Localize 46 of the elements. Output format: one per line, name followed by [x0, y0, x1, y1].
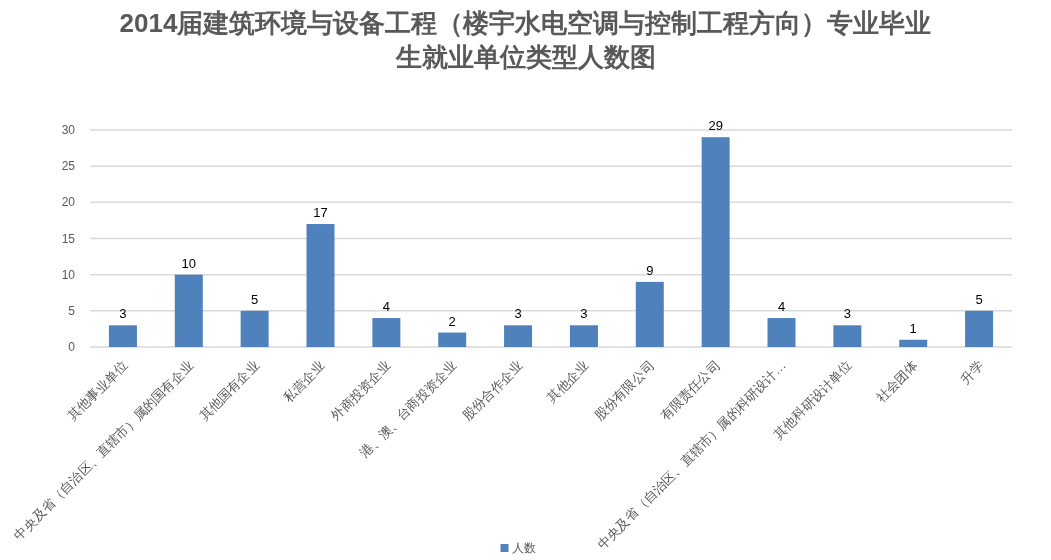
y-tick-label: 0: [68, 340, 76, 354]
data-label: 10: [181, 255, 197, 271]
y-tick-label: 10: [61, 267, 76, 282]
bar: [899, 339, 928, 347]
x-tick-label: 其他企业: [543, 357, 592, 406]
data-label: 9: [646, 262, 654, 278]
bar: [635, 281, 664, 347]
bar: [569, 325, 598, 347]
data-label: 1: [909, 320, 917, 336]
x-tick-label: 其他国有企业: [196, 357, 262, 424]
bar: [504, 325, 533, 347]
bar: [701, 137, 730, 347]
y-tick-label: 15: [61, 231, 76, 246]
y-tick-label: 20: [61, 195, 76, 210]
bar: [174, 274, 203, 347]
bar: [767, 318, 796, 347]
x-tick-label: 私营企业: [280, 357, 328, 406]
bar: [965, 310, 994, 347]
x-tick-label: 股份有限公司: [591, 357, 658, 424]
data-label: 2: [448, 313, 456, 329]
data-label: 3: [843, 306, 851, 322]
chart-title: 2014届建筑环境与设备工程（楼宇水电空调与控制工程方向）专业毕业生就业单位类型人数图: [119, 8, 932, 72]
data-label: 4: [382, 299, 390, 315]
bar: [108, 325, 137, 347]
bar: [833, 325, 862, 347]
x-tick-label: 外商投资企业: [327, 357, 394, 424]
data-label: 29: [708, 118, 723, 134]
y-tick-label: 25: [61, 159, 76, 174]
data-label: 5: [251, 291, 259, 307]
y-tick-label: 5: [68, 303, 76, 318]
data-label: 3: [119, 306, 127, 322]
data-label: 3: [514, 306, 522, 322]
x-tick-label: 升学: [957, 357, 987, 387]
bar: [438, 332, 467, 347]
x-tick-label: 股份合作企业: [459, 357, 526, 424]
bar: [306, 224, 335, 347]
bar: [240, 310, 269, 347]
x-tick-label: 社会团体: [873, 357, 921, 406]
bar: [372, 318, 401, 347]
x-tick-label: 其他事业单位: [64, 357, 131, 424]
data-label: 3: [580, 306, 588, 322]
data-label: 5: [975, 291, 983, 307]
data-label: 17: [313, 205, 328, 221]
data-label: 4: [777, 299, 786, 315]
legend-label: 人数: [511, 541, 536, 555]
y-tick-label: 30: [61, 123, 76, 137]
